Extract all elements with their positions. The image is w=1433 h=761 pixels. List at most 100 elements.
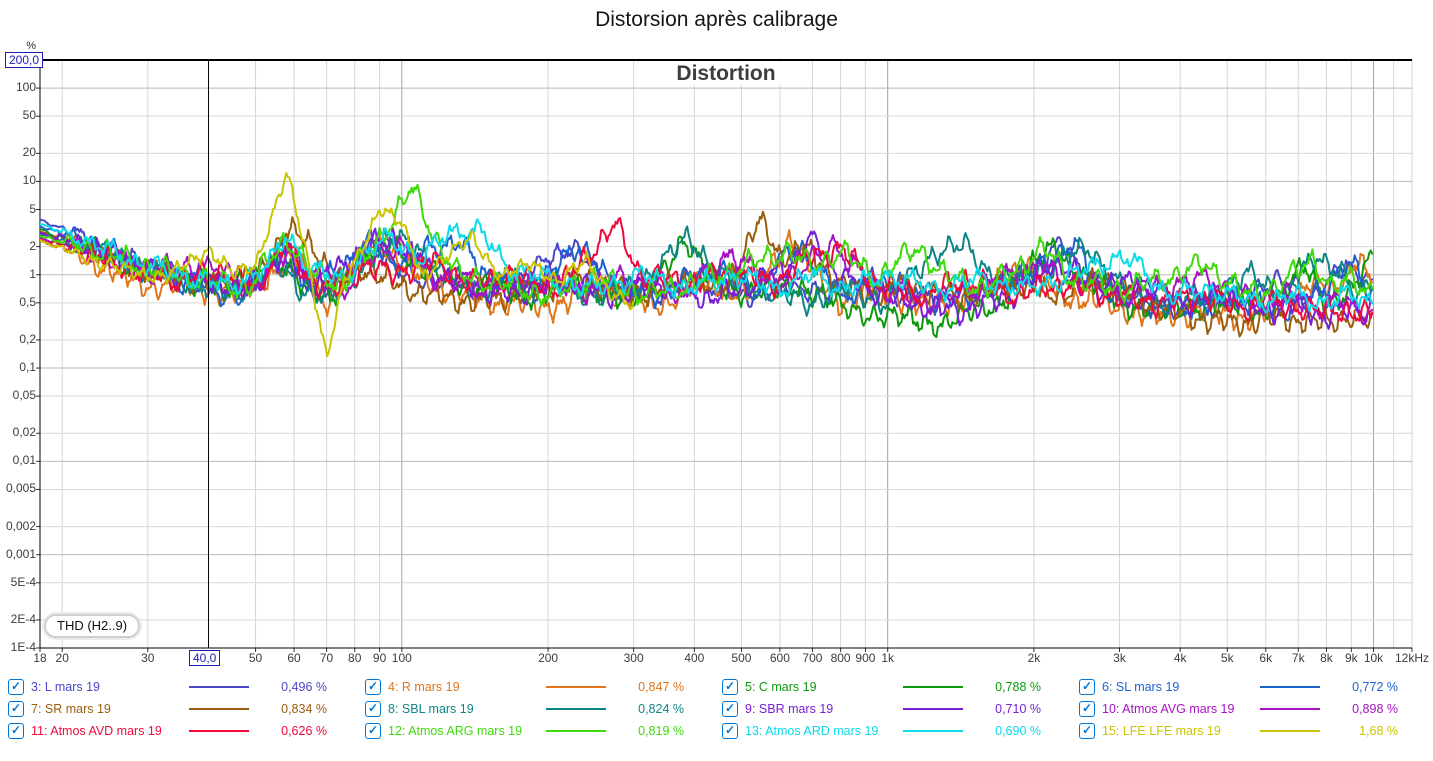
legend-label: 11: Atmos AVD mars 19: [31, 724, 162, 738]
legend-label: 3: L mars 19: [31, 680, 101, 694]
legend-item[interactable]: ✓ 4: R mars 19 0,847 %: [357, 676, 714, 698]
y-tick-label: 2: [29, 238, 36, 253]
y-tick-label: 0,2: [19, 331, 36, 346]
legend-value: 0,819 %: [638, 724, 684, 738]
legend-label: 6: SL mars 19: [1102, 680, 1180, 694]
legend-checkbox[interactable]: ✓: [1079, 723, 1095, 739]
y-axis-max-readout[interactable]: 200,0: [5, 52, 44, 68]
legend-item[interactable]: ✓ 13: Atmos ARD mars 19 0,690 %: [714, 720, 1071, 742]
x-tick-label: 900: [855, 651, 876, 665]
y-axis-unit-label: %: [26, 40, 36, 52]
legend-item[interactable]: ✓ 7: SR mars 19 0,834 %: [0, 698, 357, 720]
y-tick-label: 50: [22, 108, 36, 123]
legend-label: 13: Atmos ARD mars 19: [745, 724, 879, 738]
legend-label: 12: Atmos ARG mars 19: [388, 724, 523, 738]
legend-swatch: [189, 730, 249, 732]
legend-item[interactable]: ✓ 8: SBL mars 19 0,824 %: [357, 698, 714, 720]
legend-checkbox[interactable]: ✓: [8, 701, 24, 717]
legend-swatch: [1260, 686, 1320, 688]
legend-swatch: [189, 686, 249, 688]
x-tick-label: 20: [55, 651, 69, 665]
legend-item[interactable]: ✓ 9: SBR mars 19 0,710 %: [714, 698, 1071, 720]
legend-value: 0,496 %: [281, 680, 327, 694]
x-tick-label: 1k: [881, 651, 895, 665]
legend-value: 0,690 %: [995, 724, 1041, 738]
legend-label: 7: SR mars 19: [31, 702, 111, 716]
page-title: Distorsion après calibrage: [595, 8, 838, 31]
x-tick-label: 300: [623, 651, 644, 665]
x-tick-label: 30: [141, 651, 155, 665]
x-tick-label: 50: [248, 651, 263, 665]
legend-checkbox[interactable]: ✓: [722, 701, 738, 717]
legend-checkbox[interactable]: ✓: [722, 723, 738, 739]
legend-item[interactable]: ✓ 3: L mars 19 0,496 %: [0, 676, 357, 698]
x-tick-label: 9k: [1344, 651, 1358, 665]
legend-item[interactable]: ✓ 12: Atmos ARG mars 19 0,819 %: [357, 720, 714, 742]
legend-swatch: [903, 708, 963, 710]
thd-selector-button[interactable]: THD (H2..9): [44, 614, 141, 638]
x-tick-label: 6k: [1259, 651, 1273, 665]
trace-15-lfe-lfe-mars-19: [40, 172, 635, 358]
legend-checkbox[interactable]: ✓: [365, 701, 381, 717]
legend-checkbox[interactable]: ✓: [1079, 679, 1095, 695]
x-tick-label: 8k: [1320, 651, 1333, 665]
legend-label: 8: SBL mars 19: [388, 702, 474, 716]
x-tick-label: 500: [731, 651, 752, 665]
legend-checkbox[interactable]: ✓: [722, 679, 738, 695]
y-tick-label: 0,002: [5, 518, 36, 533]
legend-checkbox[interactable]: ✓: [1079, 701, 1095, 717]
y-tick-label: 0,05: [12, 388, 36, 403]
legend-checkbox[interactable]: ✓: [8, 679, 24, 695]
cursor-frequency-readout[interactable]: 40,0: [189, 650, 221, 666]
y-tick-label: 10: [22, 173, 36, 188]
legend-item[interactable]: ✓ 10: Atmos AVG mars 19 0,898 %: [1071, 698, 1428, 720]
y-tick-label: 0,1: [19, 360, 36, 375]
legend-swatch: [546, 730, 606, 732]
legend-label: 4: R mars 19: [388, 680, 460, 694]
legend-label: 15: LFE LFE mars 19: [1102, 724, 1221, 738]
legend-swatch: [1260, 708, 1320, 710]
legend-checkbox[interactable]: ✓: [365, 723, 381, 739]
legend-swatch: [903, 686, 963, 688]
legend-label: 10: Atmos AVG mars 19: [1102, 702, 1235, 716]
y-tick-label: 0,5: [19, 294, 36, 309]
legend-value: 0,824 %: [638, 702, 684, 716]
legend-item[interactable]: ✓ 15: LFE LFE mars 19 1,68 %: [1071, 720, 1428, 742]
legend-value: 0,788 %: [995, 680, 1041, 694]
y-tick-label: 5: [29, 201, 36, 216]
legend-item[interactable]: ✓ 11: Atmos AVD mars 19 0,626 %: [0, 720, 357, 742]
x-tick-label: 800: [830, 651, 851, 665]
legend-item[interactable]: ✓ 6: SL mars 19 0,772 %: [1071, 676, 1428, 698]
x-tick-label: 18: [33, 651, 47, 665]
legend-swatch: [189, 708, 249, 710]
x-tick-label: 12kHz: [1394, 651, 1429, 665]
legend-item[interactable]: ✓ 5: C mars 19 0,788 %: [714, 676, 1071, 698]
legend-swatch: [546, 708, 606, 710]
grid: [40, 60, 1413, 648]
legend-swatch: [903, 730, 963, 732]
legend-checkbox[interactable]: ✓: [365, 679, 381, 695]
y-tick-label: 2E-4: [10, 611, 36, 626]
x-tick-label: 90: [372, 651, 387, 665]
traces: [40, 172, 1374, 358]
legend-value: 0,626 %: [281, 724, 327, 738]
x-tick-label: 600: [769, 651, 790, 665]
plot-frame: [39, 59, 1412, 649]
x-tick-label: 10k: [1363, 651, 1384, 665]
x-tick-label: 70: [319, 651, 334, 665]
legend-checkbox[interactable]: ✓: [8, 723, 24, 739]
x-tick-label: 80: [348, 651, 362, 665]
y-tick-label: 0,02: [12, 425, 36, 440]
legend-label: 5: C mars 19: [745, 680, 817, 694]
y-tick-label: 20: [22, 145, 36, 160]
legend-swatch: [1260, 730, 1320, 732]
legend-value: 0,898 %: [1352, 702, 1398, 716]
legend-swatch: [546, 686, 606, 688]
x-tick-label: 2k: [1027, 651, 1041, 665]
y-tick-label: 0,005: [5, 481, 36, 496]
y-tick-label: 100: [15, 80, 36, 95]
legend-value: 0,834 %: [281, 702, 327, 716]
x-tick-label: 400: [684, 651, 705, 665]
